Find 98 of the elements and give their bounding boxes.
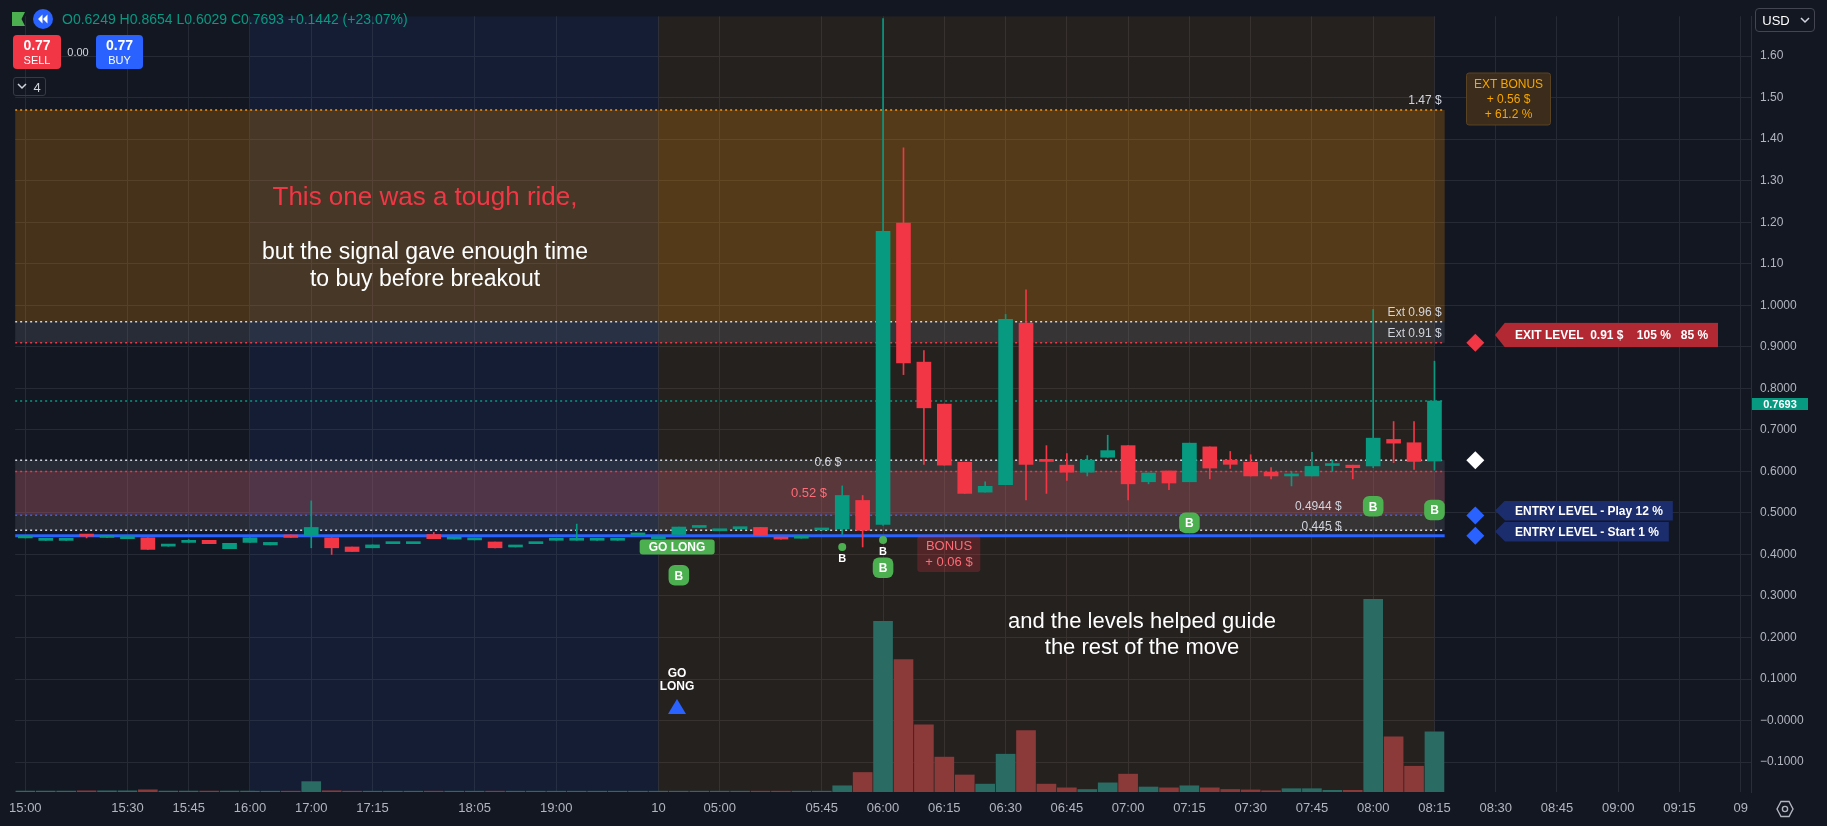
text: 0.7693	[1752, 397, 1808, 410]
annotation: GO LONG	[658, 666, 696, 693]
y-tick-label: −0.1000	[1760, 754, 1805, 769]
data-label: B	[674, 568, 684, 583]
candlestick	[569, 523, 585, 541]
x-tick-label: 05:00	[703, 800, 736, 816]
annotation: This one was a tough ride,	[272, 180, 578, 212]
point	[1466, 333, 1485, 352]
ref-line-label: 0.445 $	[1301, 519, 1342, 534]
y-tick-label: 0.2000	[1760, 629, 1798, 644]
annotation: and the levels helped guide the rest of the move	[1008, 608, 1276, 660]
bar	[301, 781, 322, 792]
ref-line-label: 1.47 $	[1408, 93, 1442, 108]
y-tick-label: 1.20	[1760, 214, 1784, 229]
x-tick-label: 15:00	[9, 800, 42, 816]
y-tick-label: −0.0000	[1760, 712, 1805, 727]
data-label: B	[879, 545, 888, 558]
y-tick-label: 0.1000	[1760, 671, 1798, 686]
annotation: ENTRY LEVEL - Start 1 %	[1495, 521, 1669, 542]
x-tick-label: 09:15	[1663, 800, 1696, 816]
x-tick-label: 16:00	[233, 800, 267, 816]
y-tick-label: 1.0000	[1760, 297, 1798, 312]
x-tick-label: 06:30	[989, 800, 1022, 816]
y-tick-label: 1.60	[1760, 48, 1784, 63]
x-tick-label: 18:05	[458, 800, 491, 816]
y-tick-label: 0.7000	[1760, 422, 1798, 437]
y-tick-label: 0.4000	[1760, 546, 1798, 561]
x-tick-label: 05:45	[805, 800, 839, 816]
bar	[1179, 785, 1200, 792]
point	[838, 542, 847, 551]
x-tick-label: 09:00	[1601, 800, 1635, 816]
annotation: SELL	[23, 54, 51, 66]
annotation: EXIT LEVEL 0.91 $ 105 % 85 %	[1495, 322, 1719, 348]
x-tick-label: 06:00	[866, 800, 900, 816]
x-tick-label: 15:45	[172, 800, 205, 816]
point	[879, 535, 888, 544]
annotation: BONUS + 0.06 $	[917, 536, 981, 572]
annotation: EXT BONUS + 0.56 $ + 61.2 %	[1466, 72, 1551, 125]
candlestick	[1222, 451, 1238, 469]
currency-dropdown: USD	[1755, 8, 1815, 32]
x-tick-label: 08:00	[1356, 800, 1390, 816]
point	[1466, 506, 1485, 525]
bar	[1138, 786, 1159, 792]
x-tick-label: 07:00	[1111, 800, 1145, 816]
y-tick-label: 0.9000	[1760, 339, 1798, 354]
data-label: B	[838, 552, 847, 565]
point	[1466, 451, 1485, 470]
candlestick	[303, 500, 319, 549]
x-tick-label: 08:45	[1540, 800, 1574, 816]
x-tick-label: 06:45	[1050, 800, 1084, 816]
y-tick-label: 1.10	[1760, 256, 1784, 271]
ref-line-label: 0.6 $	[814, 454, 842, 469]
data-label: B	[1430, 503, 1440, 518]
chart-subtitle: O0.6249 H0.8654 L0.6029 C0.7693 +0.1442 (+23.07%)	[62, 11, 408, 27]
x-tick-label: 17:15	[356, 800, 389, 816]
y-tick-label: 0.6000	[1760, 463, 1798, 478]
y-tick-label: 0.5000	[1760, 505, 1798, 520]
point	[1466, 526, 1485, 545]
x-tick-label: 07:30	[1234, 800, 1267, 816]
ref-line-label: 0.4944 $	[1294, 498, 1342, 513]
data-label: B	[878, 561, 888, 576]
y-tick-label: 1.50	[1760, 89, 1784, 104]
x-tick-label: 09	[1733, 800, 1749, 816]
ref-line-label: Ext 0.91 $	[1387, 325, 1442, 340]
annotation: BUY	[108, 54, 131, 66]
annotation: GO LONG	[639, 539, 715, 555]
x-tick-label: 15:30	[111, 800, 144, 816]
ref-line-label: Ext 0.96 $	[1387, 305, 1442, 320]
annotation: ENTRY LEVEL - Play 12 %	[1495, 500, 1673, 521]
bar	[1363, 598, 1384, 792]
annotation: but the signal gave enough time to buy before breakout	[261, 238, 589, 292]
x-tick-label: 08:15	[1418, 800, 1451, 816]
x-tick-label: 06:15	[928, 800, 961, 816]
sell-button: 0.77 SELL	[13, 35, 61, 69]
y-tick-label: 0.8000	[1760, 380, 1798, 395]
data-label: B	[1185, 516, 1195, 531]
data-label: B	[1368, 499, 1378, 514]
annotation: 0.00	[67, 46, 89, 58]
annotation: 4	[33, 79, 41, 94]
x-tick-label: 19:00	[540, 800, 573, 816]
x-tick-label: 17:00	[294, 800, 328, 816]
y-tick-label: 1.40	[1760, 131, 1784, 146]
bar	[852, 772, 873, 792]
y-tick-label: 1.30	[1760, 172, 1784, 187]
buy-button: 0.77 BUY	[96, 35, 143, 69]
bar	[1159, 787, 1179, 792]
x-tick-label: 08:30	[1479, 800, 1512, 816]
x-tick-label: 07:15	[1173, 800, 1206, 816]
annotation: 0.52 $	[790, 484, 828, 500]
bar	[1424, 731, 1445, 792]
x-tick-label: 10	[651, 800, 666, 816]
annotation: 0.77	[105, 37, 134, 53]
toggle-button: 4	[13, 77, 46, 96]
y-tick-label: 0.3000	[1760, 588, 1798, 603]
annotation: 0.77	[23, 37, 51, 53]
x-tick-label: 07:45	[1295, 800, 1329, 816]
bar	[873, 620, 893, 792]
bar	[1118, 773, 1138, 792]
